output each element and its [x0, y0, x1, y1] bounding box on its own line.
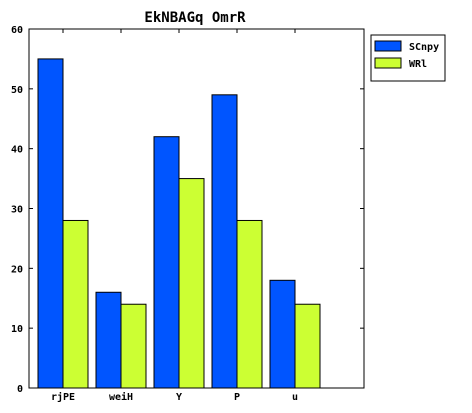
y-tick-label: 50 [11, 85, 23, 96]
x-tick-label: Y [176, 392, 182, 403]
bar-SCnpy-u [269, 279, 296, 389]
bar-SCnpy-rjPE [37, 58, 64, 389]
chart-title: EkNBAGq OmrR [144, 10, 246, 26]
bar-SCnpy-Y [153, 136, 180, 389]
legend-swatch-SCnpy [374, 40, 402, 52]
bar-WRl-u [294, 303, 321, 389]
y-tick-label: 20 [11, 264, 23, 275]
bar-WRl-P [236, 219, 263, 389]
legend-label: WRl [409, 59, 427, 70]
y-tick-label: 0 [17, 384, 23, 395]
legend-label: SCnpy [409, 42, 439, 53]
y-tick-label: 10 [11, 324, 23, 335]
y-tick-label: 40 [11, 145, 23, 156]
bar-SCnpy-P [211, 94, 238, 389]
y-tick-label: 60 [11, 25, 23, 36]
bar-WRl-Y [178, 178, 205, 389]
legend: SCnpy WRl [370, 34, 446, 82]
x-tick-label: u [292, 392, 298, 403]
legend-swatch-WRl [374, 57, 402, 69]
bar-WRl-weiH [120, 303, 147, 389]
x-tick-label: P [234, 392, 240, 403]
bar-SCnpy-weiH [95, 291, 122, 389]
y-tick-label: 30 [11, 205, 23, 216]
x-tick-label: rjPE [51, 391, 75, 403]
bar-WRl-rjPE [62, 219, 89, 389]
x-tick-label: weiH [109, 391, 133, 403]
